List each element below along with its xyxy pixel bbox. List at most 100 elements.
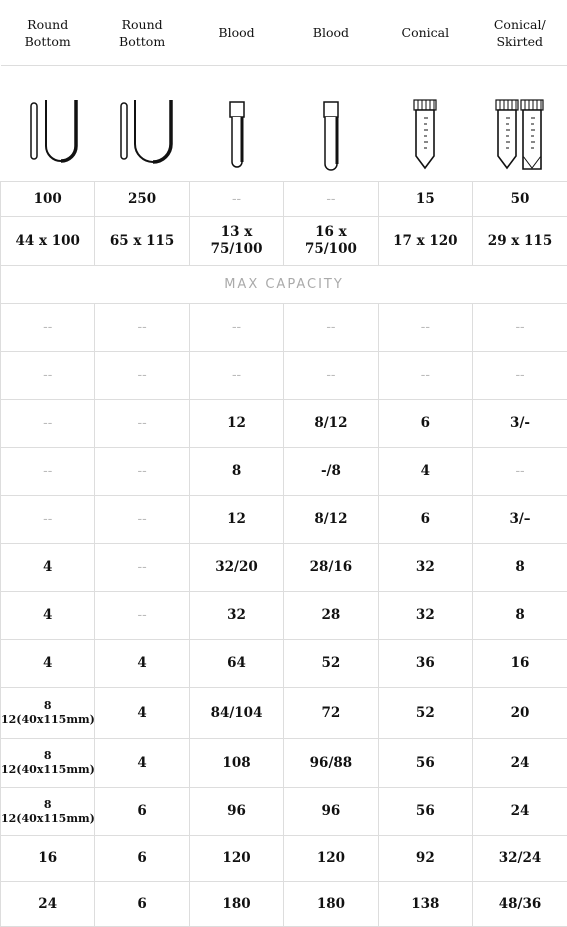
table-cell: 8 (473, 592, 567, 640)
cell-text: -- (138, 319, 147, 335)
table-cell: 250 (95, 182, 189, 217)
table-cell: 6 (95, 788, 189, 836)
conical-skirted-icon (473, 66, 567, 181)
cell-text: 16 x (315, 224, 347, 240)
table-cell: 100 (1, 182, 95, 217)
table-cell: -- (1, 304, 95, 352)
table-cell: 120 (189, 836, 283, 882)
table-cell: 65 x 115 (95, 217, 189, 266)
table-row: 100 250 -- -- 15 50 (1, 182, 567, 217)
icon-cell (95, 66, 189, 182)
cell-text: 56 (416, 803, 435, 819)
table-cell: 56 (378, 739, 472, 788)
table-cell: 4 (378, 448, 472, 496)
cell-text: -- (138, 607, 147, 623)
cell-text: 28 (322, 607, 341, 623)
table-cell: -- (378, 304, 472, 352)
cell-text: 92 (416, 850, 435, 866)
cell-text: 24 (511, 803, 530, 819)
header-text: Conical (402, 25, 450, 40)
cell-text: -- (232, 319, 241, 335)
cell-text: 17 x 120 (393, 233, 457, 249)
cell-text: 15 (416, 191, 435, 207)
icon-cell (189, 66, 283, 182)
icon-cell (473, 66, 567, 182)
icon-row (1, 66, 567, 182)
cell-text: 96/88 (310, 755, 353, 771)
table-cell: -- (95, 592, 189, 640)
table-cell: 32 (189, 592, 283, 640)
table-cell: -- (189, 304, 283, 352)
table-cell: 138 (378, 882, 472, 927)
table-cell: -- (95, 544, 189, 592)
table-cell: 12 (189, 400, 283, 448)
table-cell: 32 (378, 544, 472, 592)
round-bottom-icon (95, 66, 189, 181)
page: RoundBottom RoundBottom Blood Blood Coni… (0, 0, 567, 925)
cell-text: -- (326, 191, 335, 207)
table-cell: 28/16 (284, 544, 378, 592)
cell-text: 48/36 (499, 896, 542, 912)
cell-text: 32/24 (499, 850, 542, 866)
cell-text: 12 (227, 415, 246, 431)
table-cell: -- (95, 448, 189, 496)
cell-text: -- (43, 367, 52, 383)
cell-text: 84/104 (211, 705, 263, 721)
table-cell: -- (473, 352, 567, 400)
table-cell: -- (189, 352, 283, 400)
table-cell: -- (284, 182, 378, 217)
header-text: Conical/ (494, 17, 546, 32)
table-cell: 4 (1, 640, 95, 688)
header-text: Skirted (496, 34, 543, 49)
cell-text: 8 (515, 607, 524, 623)
cell-text: 8 (44, 798, 52, 811)
table-cell: 24 (473, 788, 567, 836)
table-cell: 96 (189, 788, 283, 836)
cell-text: 250 (128, 191, 156, 207)
cell-text: -- (138, 559, 147, 575)
section-row: MAX CAPACITY (1, 266, 567, 304)
cell-text: -- (138, 367, 147, 383)
table-cell: 44 x 100 (1, 217, 95, 266)
cell-text: 28/16 (310, 559, 353, 575)
cell-text: 8/12 (314, 415, 347, 431)
table-cell: 24 (473, 739, 567, 788)
header-cell: Conical/Skirted (473, 0, 567, 66)
table-cell: 64 (189, 640, 283, 688)
cell-text: 4 (421, 463, 430, 479)
cell-text: 72 (322, 705, 341, 721)
cell-text: 4 (137, 755, 146, 771)
table-cell: -- (189, 182, 283, 217)
table-cell: 96/88 (284, 739, 378, 788)
cell-text: 180 (317, 896, 345, 912)
table-cell: 96 (284, 788, 378, 836)
table-cell: -- (95, 496, 189, 544)
table-cell: 50 (473, 182, 567, 217)
table-cell: 24 (1, 882, 95, 927)
tube-table: RoundBottom RoundBottom Blood Blood Coni… (0, 0, 567, 927)
cell-text: 32/20 (215, 559, 258, 575)
cell-text: 4 (43, 655, 52, 671)
blood-tube-icon (284, 66, 378, 181)
table-row: ------------ (1, 304, 567, 352)
cell-text: 4 (43, 607, 52, 623)
table-cell: -- (1, 496, 95, 544)
table-cell: 32 (378, 592, 472, 640)
table-cell: 6 (378, 496, 472, 544)
table-cell: 8 (189, 448, 283, 496)
cell-text: -- (326, 367, 335, 383)
table-cell: 6 (95, 836, 189, 882)
cell-text: -- (515, 463, 524, 479)
cell-text: -- (138, 463, 147, 479)
header-text: Bottom (119, 34, 165, 49)
table-cell: 120 (284, 836, 378, 882)
cell-text: -- (43, 319, 52, 335)
